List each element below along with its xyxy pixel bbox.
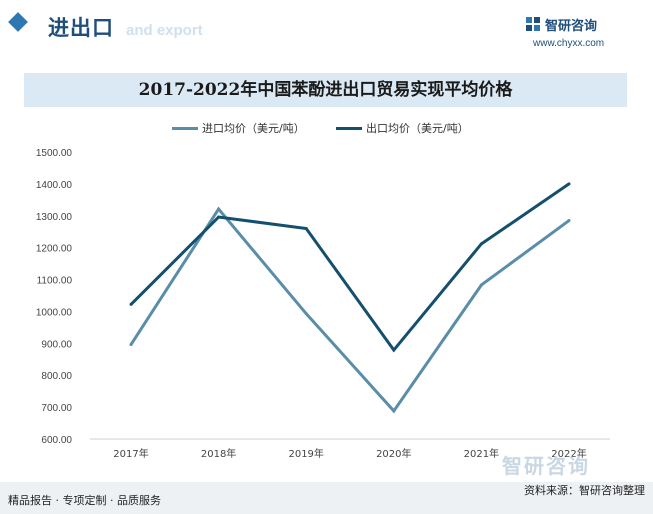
brand-block: 智研咨询 www.chyxx.com	[525, 14, 635, 54]
chart-title-band: 2017-2022年中国苯酚进出口贸易实现平均价格	[24, 73, 627, 107]
x-tick-label: 2017年	[113, 447, 148, 460]
brand-logo-icon	[526, 17, 540, 31]
footer-slogan: 精品报告 · 专项定制 · 品质服务	[8, 494, 161, 507]
chart-title: 2017-2022年中国苯酚进出口贸易实现平均价格	[138, 80, 513, 100]
data-point-export	[392, 348, 396, 352]
data-point-import	[304, 312, 308, 316]
x-tick-label: 2020年	[376, 447, 411, 460]
x-tick-label: 2018年	[201, 447, 236, 460]
footer-source: 资料来源：智研咨询整理	[524, 484, 645, 497]
data-point-import	[129, 343, 133, 347]
y-tick-label: 600.00	[41, 435, 72, 446]
brand-name: 智研咨询	[545, 19, 598, 34]
y-tick-label: 1300.00	[36, 212, 73, 223]
y-tick-label: 1500.00	[36, 148, 73, 159]
data-point-import	[217, 207, 221, 211]
legend-swatch-export	[336, 127, 362, 130]
data-point-import	[392, 409, 396, 413]
line-chart: 1500.00 1400.00 1300.00 1200.00 1100.00 1000.…	[36, 148, 610, 460]
y-tick-label: 1200.00	[36, 244, 73, 255]
data-point-export	[567, 182, 571, 186]
watermark-brand: 智研咨询	[502, 454, 590, 478]
y-tick-label: 1400.00	[36, 180, 73, 191]
data-point-export	[129, 302, 133, 306]
x-tick-label: 2022年	[551, 447, 586, 460]
data-point-import	[479, 283, 483, 287]
y-tick-label: 700.00	[41, 403, 72, 414]
header-title: 进出口	[48, 16, 114, 40]
header-subtitle: and export	[126, 22, 203, 39]
data-point-export	[304, 227, 308, 231]
data-point-export	[217, 215, 221, 219]
brand-url: www.chyxx.com	[533, 38, 605, 49]
y-tick-label: 900.00	[41, 339, 72, 350]
y-tick-label: 800.00	[41, 371, 72, 382]
y-tick-label: 1000.00	[36, 307, 73, 318]
footer-bar: 精品报告 · 专项定制 · 品质服务 资料来源：智研咨询整理	[0, 482, 653, 514]
y-tick-label: 1100.00	[37, 276, 73, 287]
header-bar: 进出口 and export 智研咨询 www.chyxx.com	[0, 0, 653, 62]
legend-swatch-import	[172, 127, 198, 130]
legend-label-import: 进口均价（美元/吨）	[202, 122, 305, 135]
x-tick-label: 2019年	[288, 447, 323, 460]
data-point-import	[567, 219, 571, 223]
data-point-export	[479, 242, 483, 246]
x-tick-label: 2021年	[464, 447, 499, 460]
series-line-export	[129, 182, 570, 353]
legend-label-export: 出口均价（美元/吨）	[366, 122, 469, 135]
